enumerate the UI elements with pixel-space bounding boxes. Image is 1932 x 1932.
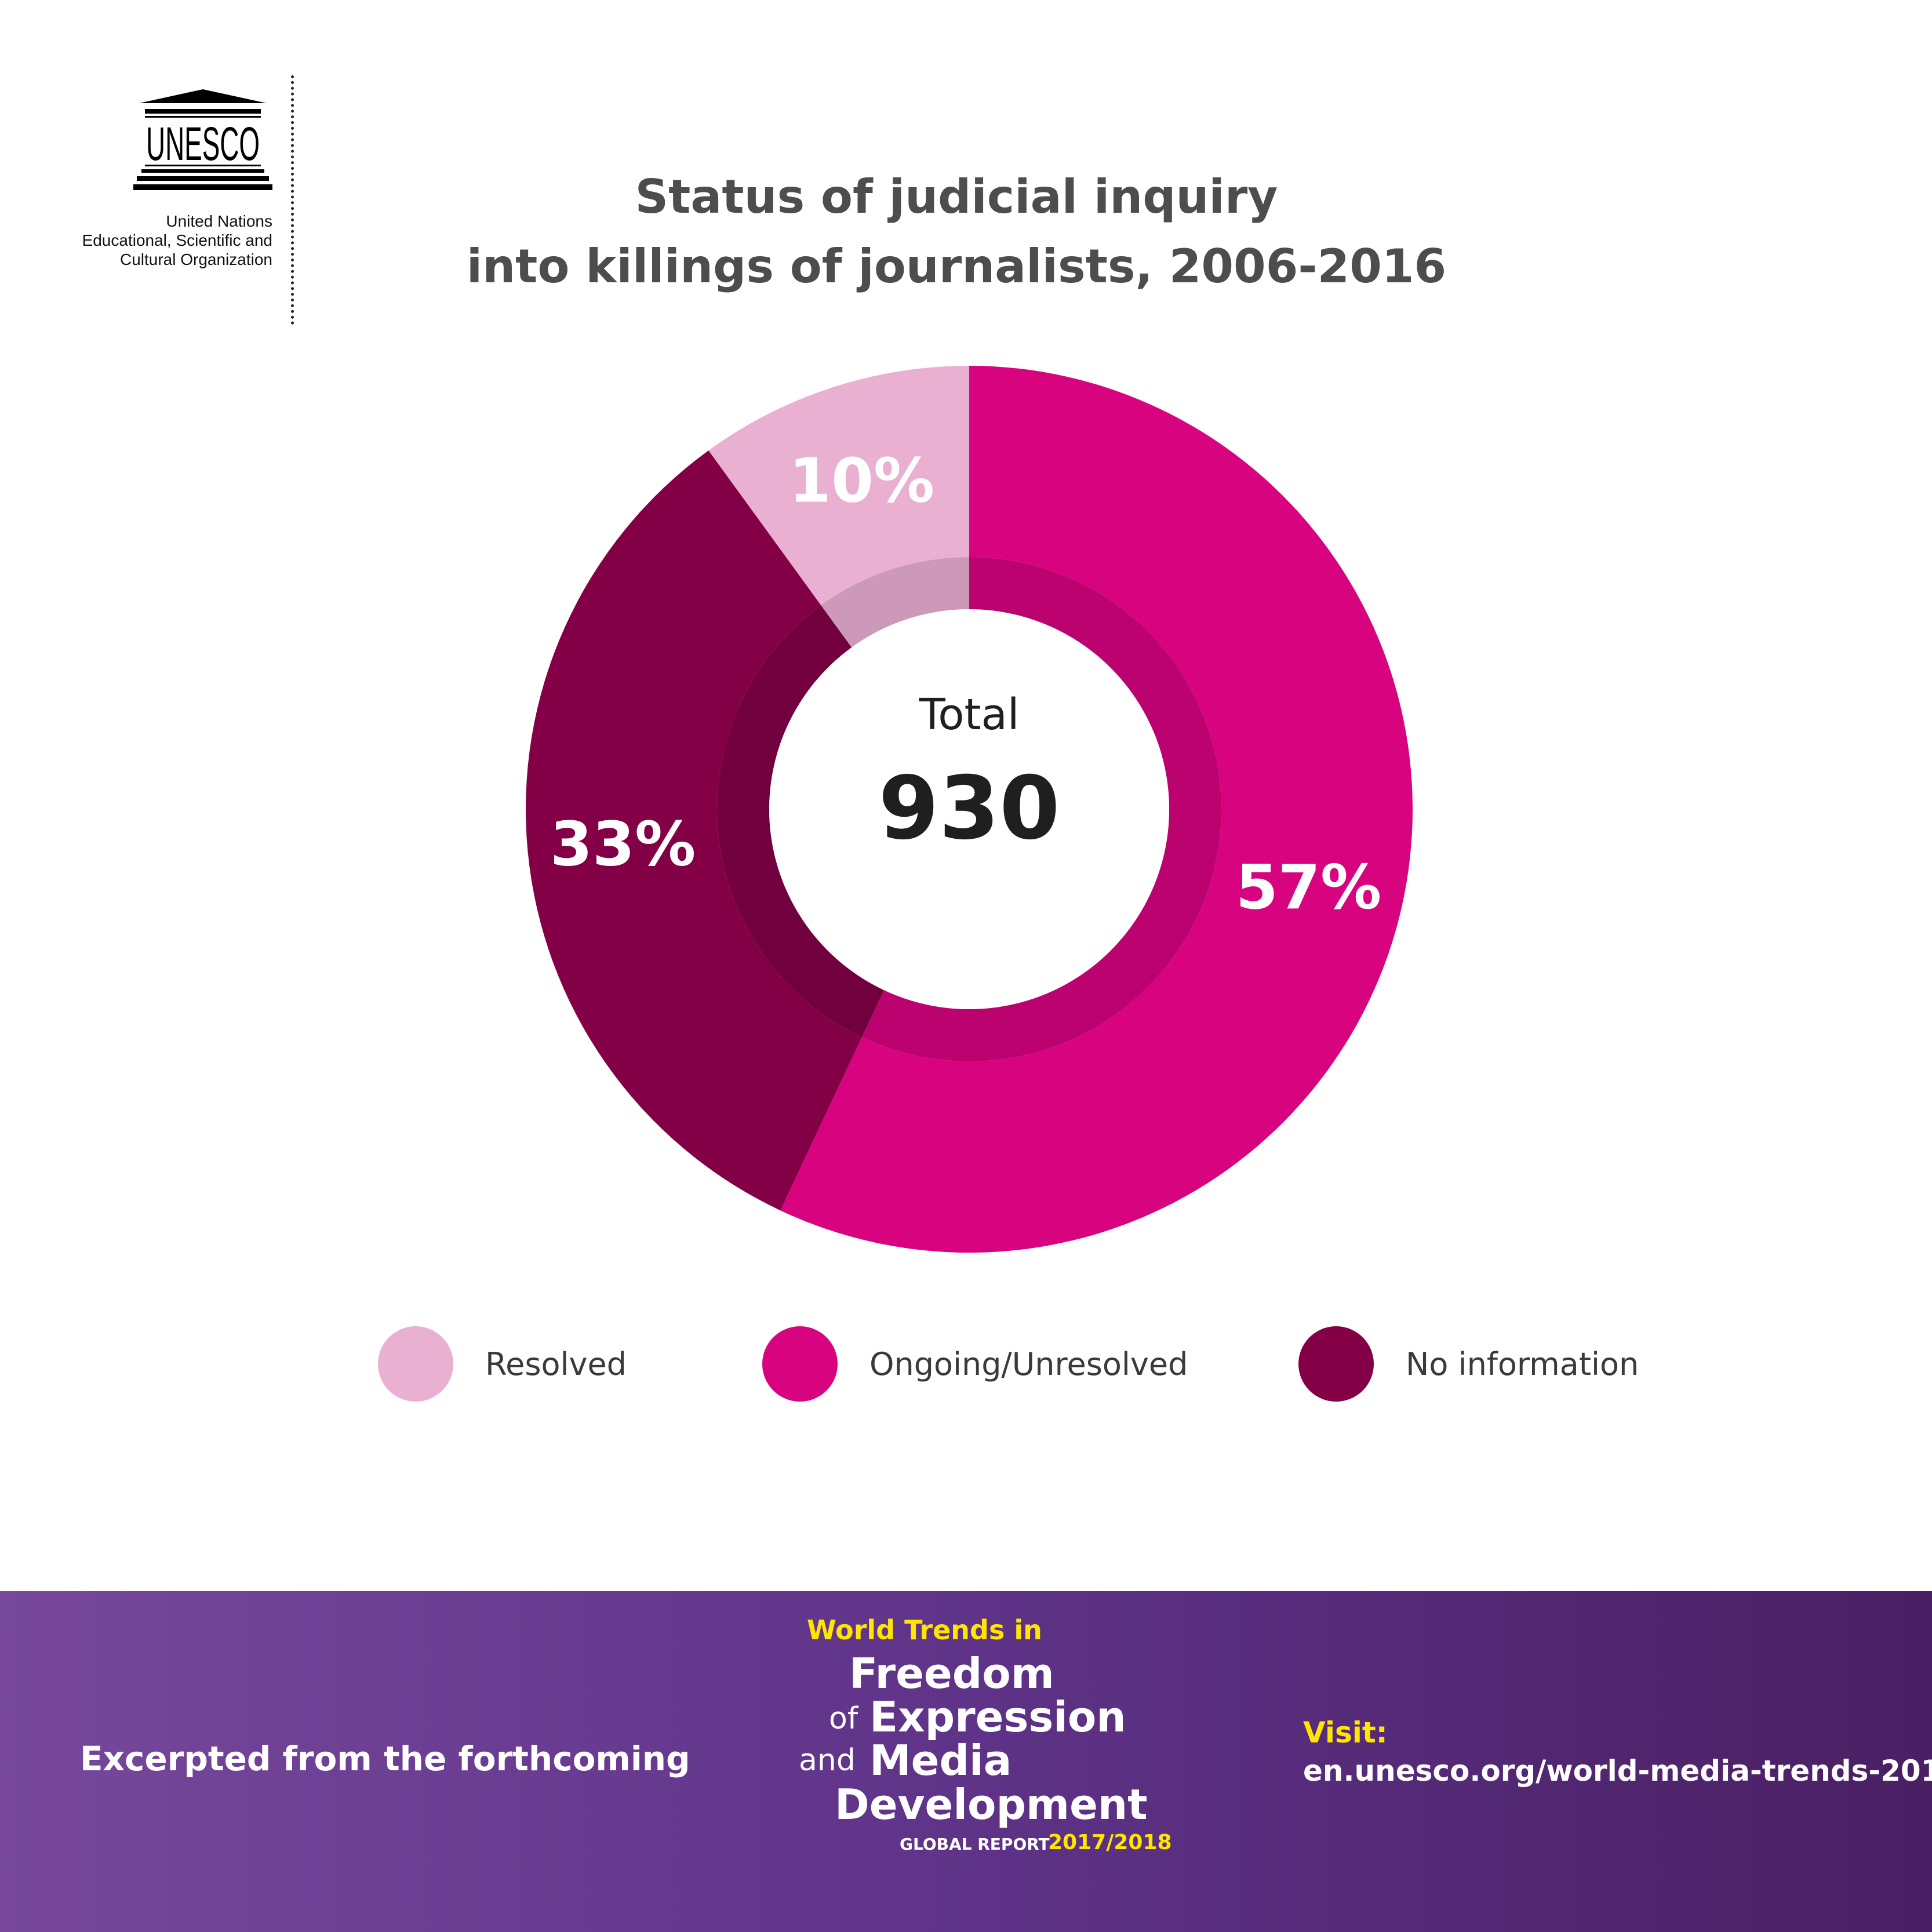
slice-inner-shade-no-information [717,605,885,1038]
slice-label-ongoing-unresolved: 57% [1236,852,1381,923]
slice-inner-ring-ongoing-unresolved [861,557,1221,1061]
slice-inner-ring-no-information [717,605,885,1038]
slice-no-information [525,450,862,1211]
logo-divider [291,75,294,325]
report-global-report: GLOBAL REPORT [900,1835,1050,1854]
slice-resolved [708,366,969,606]
report-line-expression: Expression [869,1693,1126,1741]
chart-legend: Resolved Ongoing/Unresolved No informati… [0,1322,1932,1414]
report-line-world-trends: World Trends in [807,1614,1042,1646]
slice-label-resolved: 10% [789,445,934,516]
visit-label: Visit: [1303,1716,1388,1749]
report-word-of: of [829,1701,858,1736]
visit-url-link[interactable]: en.unesco.org/world-media-trends-2017 [1303,1754,1932,1788]
footer-banner: Excerpted from the forthcoming World Tre… [0,1591,1932,1932]
slice-inner-shade-resolved [821,557,969,647]
report-line-media: Media [869,1736,1012,1785]
report-word-and: and [799,1743,856,1778]
org-name-line-1: United Nations [166,212,272,230]
footer-excerpt-text: Excerpted from the forthcoming [80,1739,690,1778]
center-total-value: 930 [878,758,1060,859]
chart-title-line-2: into killings of journalists, 2006-2016 [466,239,1447,293]
slice-inner-shade-ongoing-unresolved [861,557,1221,1061]
chart-title-line-1: Status of judicial inquiry [635,170,1278,224]
unesco-logo-letters: UNESCO [146,118,260,170]
report-line-development: Development [835,1780,1148,1829]
legend-label-ongoing: Ongoing/Unresolved [869,1346,1188,1382]
visit-block: Visit: en.unesco.org/world-media-trends-… [1303,1716,1932,1788]
donut-chart: 57% 33% 10% Total 930 [525,366,1413,1253]
legend-label-resolved: Resolved [485,1346,627,1382]
legend-swatch-no-information [1298,1326,1374,1402]
chart-title: Status of judicial inquiry into killings… [377,162,1536,301]
report-line-freedom: Freedom [849,1649,1054,1698]
org-name-line-2: Educational, Scientific and [82,231,272,249]
report-years: 2017/2018 [1048,1831,1172,1854]
legend-swatch-ongoing [762,1326,838,1402]
unesco-temple-icon: UNESCO [133,89,272,190]
legend-label-no-information: No information [1406,1346,1639,1382]
center-total-label: Total [919,690,1020,740]
slice-inner-ring-resolved [821,557,969,647]
slice-label-no-information: 33% [550,809,696,879]
report-title-logo: World Trends in Freedom of Expression an… [754,1591,1217,1932]
org-name: United Nations Educational, Scientific a… [64,212,272,269]
legend-swatch-resolved [378,1326,453,1402]
org-name-line-3: Cultural Organization [119,250,272,268]
donut-center [769,609,1169,1009]
slice-ongoing-unresolved [780,366,1413,1253]
